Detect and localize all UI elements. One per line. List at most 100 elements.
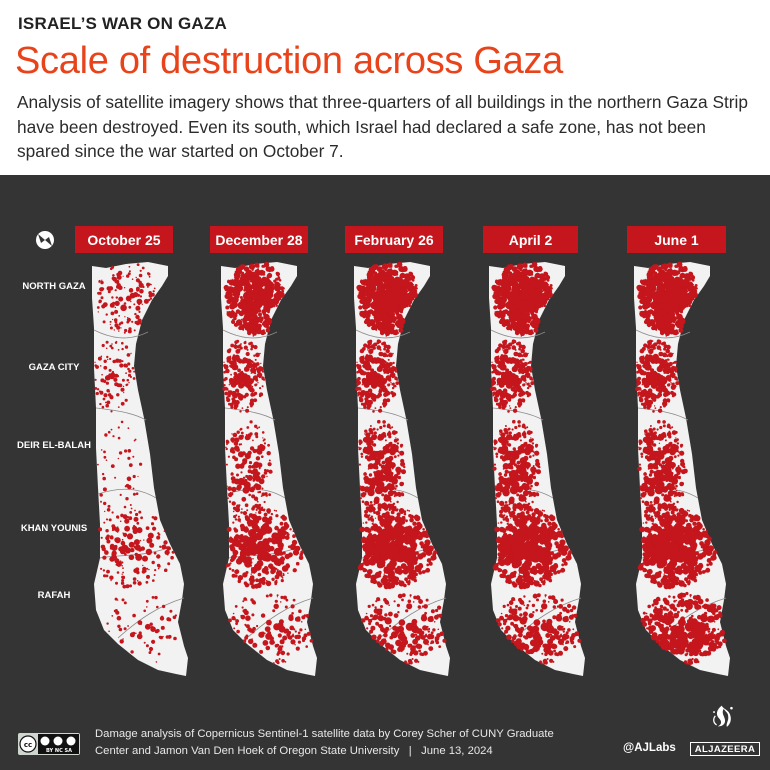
damage-mark (265, 319, 272, 326)
damage-mark (568, 621, 571, 623)
damage-mark (223, 384, 226, 387)
damage-mark (366, 544, 376, 553)
damage-mark (411, 618, 418, 625)
damage-mark (535, 461, 541, 467)
damage-mark (416, 517, 420, 521)
damage-mark (125, 372, 127, 375)
damage-mark (388, 352, 393, 358)
damage-mark (378, 408, 383, 413)
damage-mark (236, 473, 239, 477)
damage-mark (501, 284, 503, 286)
damage-mark (362, 391, 367, 396)
damage-mark (372, 410, 375, 413)
damage-mark (100, 544, 105, 549)
damage-mark (360, 282, 363, 285)
damage-mark (517, 449, 520, 453)
damage-mark (170, 555, 174, 560)
damage-mark (116, 272, 120, 277)
damage-mark (154, 569, 157, 572)
gaza-map-panel (354, 261, 450, 676)
damage-mark (237, 477, 245, 486)
damage-mark (509, 407, 512, 409)
damage-mark (523, 512, 525, 514)
damage-mark (526, 386, 530, 390)
damage-mark (121, 598, 125, 602)
damage-mark (252, 439, 254, 442)
damage-mark (498, 559, 506, 567)
damage-mark (114, 300, 120, 306)
damage-mark (515, 464, 521, 470)
damage-mark (414, 635, 421, 641)
damage-mark (249, 280, 252, 283)
damage-mark (256, 427, 259, 430)
damage-mark (504, 345, 509, 349)
damage-mark (263, 378, 266, 381)
damage-mark (438, 645, 442, 648)
damage-mark (530, 437, 532, 439)
damage-mark (356, 380, 360, 384)
damage-mark (117, 457, 120, 460)
damage-mark (296, 619, 298, 622)
damage-mark (496, 295, 501, 301)
damage-mark (519, 457, 527, 465)
damage-mark (246, 406, 249, 409)
damage-mark (103, 501, 107, 506)
damage-mark (106, 569, 110, 574)
governorate-border (357, 407, 409, 421)
damage-mark (368, 569, 372, 572)
damage-mark (124, 316, 126, 318)
damage-mark (541, 603, 548, 610)
damage-mark (374, 466, 377, 468)
damage-mark (523, 352, 528, 358)
damage-mark (233, 284, 235, 286)
damage-mark (240, 431, 244, 435)
damage-mark (499, 433, 501, 435)
damage-mark (120, 304, 127, 312)
damage-mark (435, 640, 440, 645)
damage-mark (400, 458, 405, 464)
damage-mark (139, 295, 143, 298)
damage-mark (386, 562, 396, 572)
damage-mark (550, 650, 553, 654)
damage-mark (365, 432, 371, 438)
gaza-map-panel (221, 261, 317, 676)
damage-mark (105, 518, 108, 521)
damage-mark (533, 266, 540, 272)
damage-mark (388, 370, 392, 373)
damage-mark (105, 529, 109, 533)
damage-mark (109, 357, 112, 360)
damage-mark (556, 613, 562, 620)
damage-mark (528, 445, 530, 447)
damage-mark (268, 622, 272, 626)
damage-mark (520, 444, 525, 449)
damage-mark (366, 310, 372, 315)
damage-mark (105, 403, 109, 408)
damage-mark (118, 323, 121, 326)
damage-mark (119, 520, 122, 523)
damage-mark (538, 273, 546, 280)
damage-mark (267, 631, 272, 635)
damage-mark (130, 650, 134, 654)
damage-mark (392, 361, 395, 365)
damage-mark (231, 547, 236, 551)
damage-mark (504, 425, 507, 427)
damage-mark (524, 441, 528, 445)
damage-mark (143, 609, 146, 613)
damage-mark (262, 640, 269, 646)
damage-mark (233, 278, 239, 284)
damage-mark (523, 370, 527, 374)
damage-mark (295, 646, 300, 651)
damage-mark (278, 551, 284, 556)
damage-mark (401, 622, 405, 626)
damage-mark (434, 614, 439, 620)
damage-mark (389, 441, 393, 445)
damage-mark (108, 630, 110, 633)
damage-mark (535, 320, 538, 322)
damage-mark (546, 658, 549, 660)
damage-mark (246, 361, 253, 368)
damage-mark (367, 463, 374, 470)
damage-mark (398, 494, 402, 497)
damage-mark (117, 624, 121, 628)
damage-mark (237, 515, 240, 518)
damage-mark (528, 384, 532, 388)
